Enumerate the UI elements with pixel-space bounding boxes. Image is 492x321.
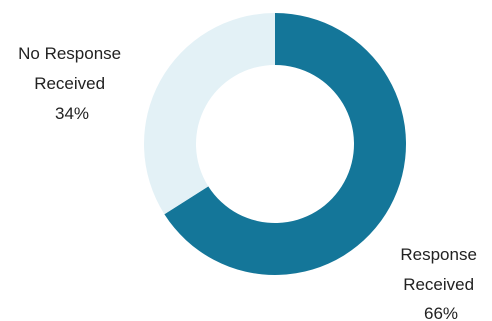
label-no-response-received: No Response Received 34% [18, 44, 126, 123]
donut-slice-no-response-received [144, 13, 275, 215]
label-response-value: 66% [424, 304, 458, 321]
label-response-line2: Received [403, 275, 474, 294]
label-no-response-line2: Received [34, 74, 105, 93]
label-response-received: Response Received 66% [400, 245, 481, 321]
label-response-line1: Response [400, 245, 477, 264]
label-no-response-value: 34% [55, 104, 89, 123]
slices-group [144, 13, 407, 276]
donut-slice-response-received [164, 13, 407, 276]
label-no-response-line1: No Response [18, 44, 121, 63]
